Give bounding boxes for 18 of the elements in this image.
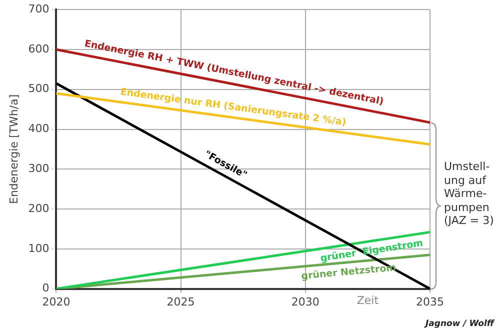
x-tick-label: 2035 bbox=[416, 295, 444, 308]
y-axis-title: Endenergie [TWh/a] bbox=[7, 94, 20, 204]
y-tick-label: 700 bbox=[28, 2, 50, 16]
y-tick-label: 100 bbox=[28, 242, 50, 255]
y-tick-label: 600 bbox=[28, 42, 50, 56]
x-tick-label: 2020 bbox=[42, 295, 70, 308]
x-tick-label: 2030 bbox=[291, 295, 320, 308]
y-tick-label: 300 bbox=[28, 162, 50, 175]
y-tick-label: 0 bbox=[42, 282, 50, 295]
text: grüner Netzstrom bbox=[300, 262, 397, 282]
x-axis-title: Zeit bbox=[356, 294, 380, 308]
text: Jagnow / Wolff bbox=[426, 319, 494, 329]
y-tick-label: 400 bbox=[28, 122, 50, 136]
y-tick-label: 500 bbox=[28, 82, 50, 96]
x-tick-label: 2025 bbox=[166, 295, 195, 308]
text: Umstell- ung auf Wärme- pumpen (JAZ = 3) bbox=[444, 160, 494, 228]
text: grüner Eigenstrom bbox=[320, 238, 424, 264]
y-tick-label: 200 bbox=[28, 202, 50, 215]
